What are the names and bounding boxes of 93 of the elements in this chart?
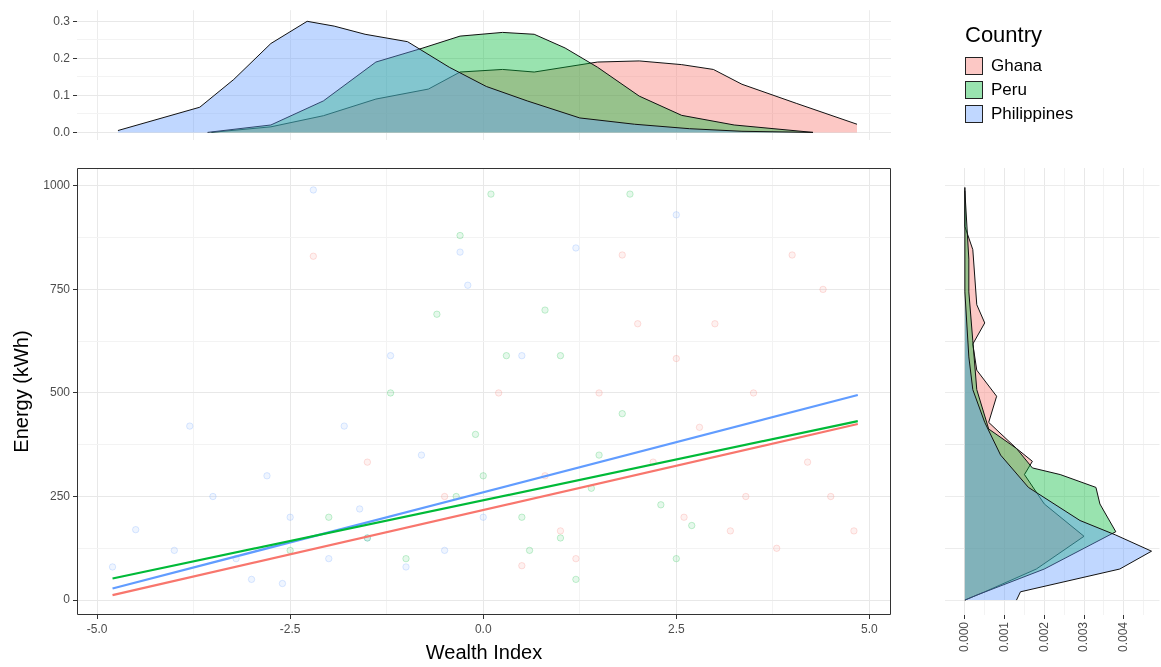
point: [325, 513, 333, 521]
point: [556, 351, 565, 360]
point: [363, 458, 372, 466]
point: [525, 546, 534, 555]
x-tick-label: 5.0: [861, 621, 879, 636]
point: [456, 248, 464, 256]
point: [711, 320, 719, 328]
point: [749, 389, 758, 397]
point: [440, 492, 449, 501]
point: [186, 422, 194, 430]
point: [633, 320, 642, 328]
point: [487, 190, 495, 198]
point: [209, 492, 217, 501]
point: [850, 527, 858, 535]
point: [626, 190, 634, 198]
point: [672, 554, 680, 563]
point: [433, 310, 441, 318]
point: [340, 422, 348, 430]
legend-label: Philippines: [991, 104, 1074, 124]
legend-title: Country: [965, 22, 1044, 48]
y-tick-label: 500: [49, 385, 71, 400]
y-tick-label: 0: [63, 592, 71, 607]
point: [402, 554, 410, 563]
point: [309, 186, 318, 194]
point: [286, 513, 294, 521]
x-tick-label: 0.004: [1116, 621, 1131, 653]
point: [672, 354, 680, 363]
point: [471, 430, 480, 439]
point: [355, 505, 364, 513]
x-tick-label: -5.0: [86, 621, 108, 636]
point: [170, 546, 179, 555]
point: [672, 211, 680, 219]
point: [827, 492, 835, 501]
x-tick-label: -2.5: [279, 621, 301, 636]
x-tick-label: 0.002: [1036, 621, 1051, 653]
point: [572, 554, 580, 563]
point: [518, 562, 526, 570]
point: [464, 281, 472, 289]
point: [108, 563, 117, 571]
y-tick-label: 0.3: [53, 13, 71, 28]
point: [657, 501, 665, 509]
y-tick-label: 750: [49, 281, 71, 296]
point: [440, 546, 449, 555]
point: [417, 451, 426, 459]
point: [131, 525, 140, 534]
point: [618, 251, 626, 259]
y-tick-label: 250: [49, 488, 71, 503]
legend-label: Peru: [991, 80, 1027, 100]
point: [263, 472, 271, 480]
point: [309, 252, 318, 260]
y-axis-title: Energy (kWh): [9, 330, 32, 453]
point: [556, 527, 565, 535]
point: [556, 534, 565, 542]
y-tick-label: 0.0: [53, 124, 71, 139]
point: [680, 513, 688, 521]
point: [595, 389, 603, 397]
point: [494, 389, 503, 397]
x-tick-label: 0.0: [474, 621, 492, 636]
point: [518, 351, 526, 360]
point: [541, 306, 549, 314]
point: [819, 285, 827, 294]
point: [502, 351, 511, 360]
point: [803, 458, 812, 466]
point: [402, 563, 410, 571]
point: [595, 451, 603, 459]
point: [726, 527, 735, 535]
point: [247, 575, 256, 584]
point: [788, 251, 796, 259]
point: [325, 554, 333, 563]
point: [742, 492, 750, 501]
legend-label: Ghana: [991, 56, 1043, 76]
point: [386, 351, 395, 360]
x-tick-label: 0.003: [1076, 621, 1091, 653]
x-tick-label: 2.5: [667, 621, 685, 636]
point: [386, 389, 395, 397]
point: [479, 513, 487, 521]
point: [456, 231, 464, 240]
point: [618, 409, 626, 418]
y-tick-label: 0.2: [53, 50, 71, 65]
point: [479, 472, 487, 480]
point: [688, 521, 696, 530]
x-tick-label: 0.001: [996, 621, 1011, 653]
point: [286, 546, 294, 555]
point: [278, 579, 287, 588]
point: [518, 513, 526, 521]
point: [773, 544, 781, 552]
point: [695, 423, 704, 432]
x-tick-label: 0.000: [957, 621, 972, 653]
y-tick-label: 1000: [43, 178, 71, 193]
x-axis-title: Wealth Index: [425, 640, 543, 663]
y-tick-label: 0.1: [53, 87, 71, 102]
point: [572, 244, 580, 252]
point: [572, 575, 580, 584]
